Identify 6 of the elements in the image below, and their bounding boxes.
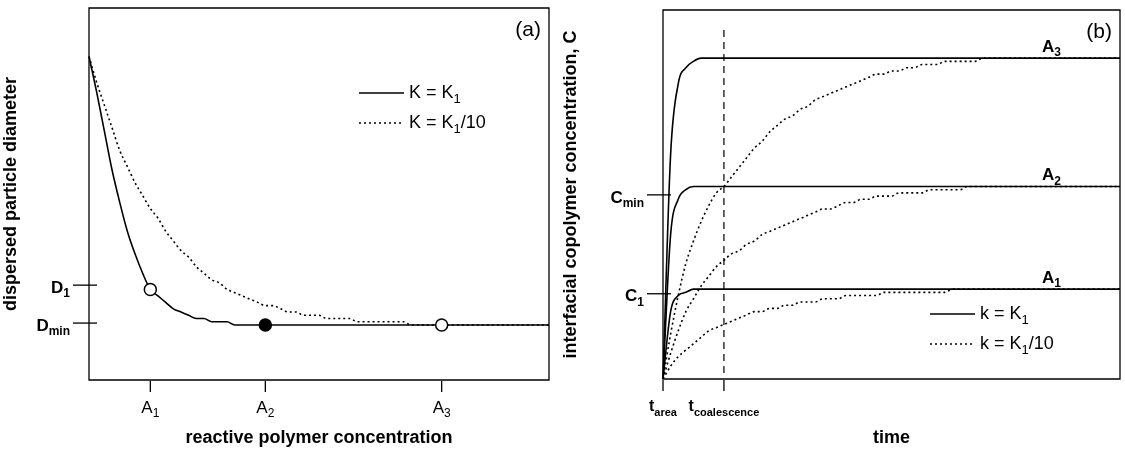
chart-title: (a)	[515, 16, 542, 40]
y-axis-title: dispersed particle diameter	[0, 76, 20, 312]
x-axis-title: reactive polymer concentration	[185, 427, 453, 448]
y-axis-title: interfacial copolymer concentration, C	[559, 30, 580, 359]
x-axis-title: time	[872, 427, 911, 448]
chart-title: (b)	[1086, 18, 1113, 42]
